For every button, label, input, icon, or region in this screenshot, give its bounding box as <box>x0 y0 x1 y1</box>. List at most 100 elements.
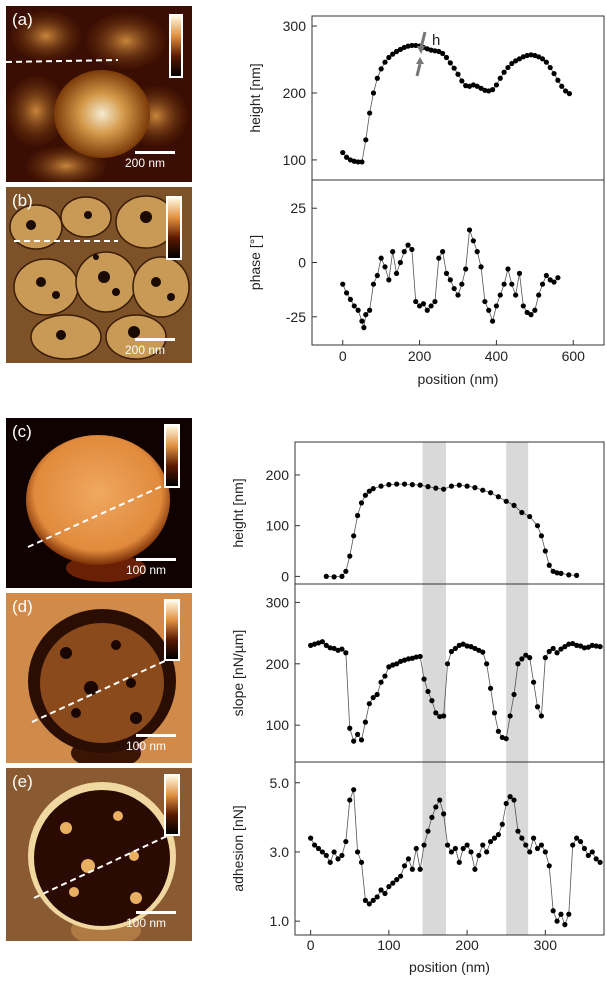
data-point <box>491 710 498 716</box>
data-point <box>466 227 473 233</box>
series-line <box>326 483 577 578</box>
data-point <box>486 307 492 313</box>
afm-height-image-c <box>6 418 192 588</box>
data-point <box>550 645 556 652</box>
data-point <box>347 553 353 559</box>
data-point <box>436 255 442 261</box>
data-point <box>355 307 361 313</box>
data-point <box>574 835 580 841</box>
x-tick-label: 0 <box>339 348 347 364</box>
data-point <box>347 797 353 803</box>
data-point <box>443 54 450 61</box>
panel-label-c: (c) <box>12 422 32 441</box>
data-point <box>339 646 345 652</box>
data-point <box>390 880 396 886</box>
data-point <box>405 43 411 49</box>
data-point <box>362 897 369 904</box>
data-point <box>393 48 400 55</box>
data-point <box>440 50 446 57</box>
data-point <box>343 568 349 574</box>
data-point <box>472 645 478 652</box>
data-point <box>351 533 357 539</box>
data-point <box>358 737 365 743</box>
data-point <box>566 572 572 578</box>
data-point <box>335 647 341 653</box>
data-point <box>428 303 434 309</box>
data-point <box>397 46 403 53</box>
data-point <box>363 137 369 143</box>
y-tick-label: 0 <box>298 255 306 271</box>
scale-bar-label-b: 200 nm <box>125 343 166 357</box>
data-point <box>382 673 388 679</box>
scale-bar-label-d: 100 nm <box>126 739 167 753</box>
y-tick-label: 200 <box>266 467 290 483</box>
data-point <box>374 75 380 81</box>
data-point <box>495 832 501 838</box>
data-point <box>476 852 482 859</box>
data-point <box>351 738 357 744</box>
colorbar-b <box>166 196 182 260</box>
data-point <box>386 482 392 488</box>
data-point <box>429 814 435 820</box>
data-point <box>343 838 349 845</box>
y-axis-label: phase [°] <box>247 235 263 290</box>
data-point <box>509 281 515 287</box>
data-point <box>574 572 580 578</box>
data-point <box>401 863 408 869</box>
data-point <box>398 873 404 879</box>
y-tick-label: 100 <box>266 717 290 733</box>
data-point <box>497 75 503 81</box>
data-point <box>507 794 513 800</box>
y-tick-label: 1.0 <box>270 913 290 929</box>
data-point <box>460 641 466 647</box>
data-point <box>366 701 372 707</box>
data-point <box>347 296 354 303</box>
scale-bar-label-a: 200 nm <box>125 156 166 170</box>
data-point <box>585 644 591 650</box>
data-point <box>425 484 431 490</box>
data-point <box>491 835 498 841</box>
data-point <box>550 568 556 574</box>
data-point <box>562 644 568 650</box>
data-point <box>323 642 329 648</box>
y-tick-label: 3.0 <box>270 844 290 860</box>
x-tick-label: 0 <box>307 937 315 953</box>
y-axis-label: adhesion [nN] <box>230 805 246 891</box>
data-point <box>493 82 500 88</box>
data-point <box>487 685 494 691</box>
data-point <box>448 849 455 855</box>
data-point <box>394 481 400 487</box>
data-point <box>460 845 466 852</box>
dashed-line-d <box>31 653 181 723</box>
dashed-line-e <box>33 829 181 899</box>
data-point <box>539 56 546 62</box>
data-point <box>370 486 376 492</box>
data-point <box>401 481 408 487</box>
data-point <box>382 890 388 897</box>
x-axis-label: position (nm) <box>409 959 490 975</box>
data-point <box>433 485 439 491</box>
data-point <box>589 642 595 648</box>
data-point <box>538 533 545 539</box>
data-point <box>562 88 569 94</box>
data-point <box>413 845 419 852</box>
data-point <box>443 270 450 276</box>
annotation-arrow-top <box>419 31 427 49</box>
data-point <box>523 652 529 658</box>
data-point <box>456 482 462 488</box>
data-point <box>480 649 486 655</box>
data-point <box>534 523 541 529</box>
data-point <box>351 158 357 164</box>
data-point <box>551 70 557 77</box>
data-point <box>394 661 400 667</box>
data-point <box>515 661 521 667</box>
data-point <box>527 655 533 661</box>
data-point <box>597 859 603 865</box>
data-point <box>499 821 505 827</box>
data-point <box>405 656 412 662</box>
scale-bar-b <box>135 338 175 341</box>
data-point <box>340 281 346 287</box>
data-point <box>538 842 545 848</box>
data-point <box>421 676 427 682</box>
